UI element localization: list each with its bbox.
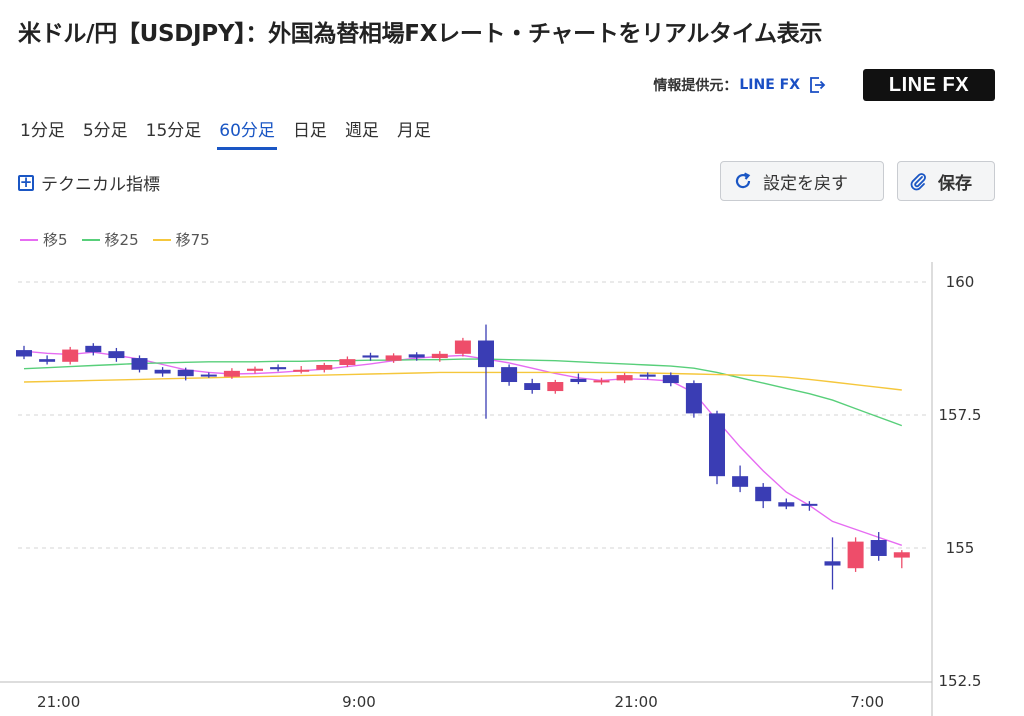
x-tick-label: 21:00 bbox=[615, 693, 658, 711]
candle-body bbox=[478, 340, 494, 368]
candle-body bbox=[247, 368, 263, 371]
save-button[interactable]: 保存 bbox=[897, 161, 995, 201]
candle-body bbox=[154, 369, 171, 374]
provider-label: 情報提供元： bbox=[653, 78, 738, 94]
legend-ma5-label: 移5 bbox=[43, 231, 68, 249]
candle-body bbox=[685, 383, 702, 414]
candle-body bbox=[223, 370, 240, 377]
legend-ma25-swatch bbox=[81, 238, 100, 241]
candle-body bbox=[570, 378, 587, 383]
page-title: 米ドル/円【USDJPY】：外国為替相場FXレート・チャートをリアルタイム表示 bbox=[18, 21, 823, 47]
candle-body bbox=[177, 369, 194, 377]
legend-ma5-swatch bbox=[20, 238, 38, 241]
candle-body bbox=[408, 354, 425, 358]
tab-weekly[interactable]: 週足 bbox=[344, 121, 379, 141]
candle-body bbox=[339, 359, 356, 365]
external-link-icon[interactable] bbox=[808, 76, 826, 94]
candle-body bbox=[778, 502, 795, 507]
candle-body bbox=[293, 369, 310, 372]
candle-body bbox=[709, 413, 725, 477]
y-tick-label: 160 bbox=[946, 273, 975, 291]
candlestick-chart[interactable]: 160 157.5 155 152.5 21:00 9:00 21:00 7:00 bbox=[0, 262, 1024, 716]
legend-ma25: 移25 bbox=[81, 229, 139, 250]
candle-body bbox=[616, 375, 633, 381]
reset-settings-button[interactable]: 設定を戻す bbox=[720, 161, 884, 201]
x-tick-label: 21:00 bbox=[37, 693, 80, 711]
line-fx-logo[interactable]: LINE FX bbox=[863, 69, 995, 101]
legend-ma25-label: 移25 bbox=[104, 231, 139, 249]
candle-body bbox=[385, 355, 402, 361]
candle-body bbox=[893, 552, 910, 558]
candle-body bbox=[131, 358, 148, 370]
candle-body bbox=[316, 364, 333, 370]
candle-body bbox=[501, 367, 518, 383]
paperclip-icon bbox=[910, 173, 926, 191]
y-tick-label: 155 bbox=[946, 539, 975, 557]
legend-ma5: 移5 bbox=[20, 229, 68, 250]
candle-body bbox=[639, 374, 656, 377]
candle-body bbox=[39, 359, 56, 362]
tab-15min[interactable]: 15分足 bbox=[145, 121, 202, 141]
candle-body bbox=[755, 486, 772, 502]
candle-body bbox=[16, 350, 32, 357]
candle-body bbox=[524, 383, 541, 390]
x-tick-label: 9:00 bbox=[342, 693, 376, 711]
candle-body bbox=[801, 503, 818, 506]
technical-indicator-label: テクニカル指標 bbox=[41, 175, 160, 195]
ma25-line bbox=[23, 358, 903, 427]
ma75-line bbox=[23, 371, 902, 391]
candle-body bbox=[732, 476, 749, 487]
legend-ma75-label: 移75 bbox=[175, 231, 210, 249]
refresh-icon bbox=[735, 172, 751, 189]
candle-body bbox=[454, 340, 471, 354]
plus-icon: + bbox=[18, 173, 34, 191]
legend-ma75: 移75 bbox=[152, 229, 210, 250]
candle-body bbox=[85, 345, 102, 353]
candle-body bbox=[362, 355, 379, 358]
candle-body bbox=[824, 561, 841, 566]
provider-link[interactable]: LINE FX bbox=[739, 77, 800, 93]
tab-60min[interactable]: 60分足 bbox=[217, 116, 277, 150]
candle-body bbox=[870, 540, 887, 556]
candle-body bbox=[662, 375, 679, 384]
candle-body bbox=[200, 374, 217, 377]
candle-body bbox=[108, 351, 125, 359]
x-tick-label: 7:00 bbox=[850, 693, 884, 711]
chart-legend: 移5 移25 移75 bbox=[20, 229, 210, 250]
tab-1min[interactable]: 1分足 bbox=[20, 121, 65, 141]
legend-ma75-swatch bbox=[152, 238, 171, 241]
candle-body bbox=[431, 353, 448, 359]
reset-settings-label: 設定を戻す bbox=[763, 173, 848, 194]
y-tick-label: 157.5 bbox=[939, 406, 982, 424]
timeframe-tabs: 1分足 5分足 15分足 60分足 日足 週足 月足 bbox=[18, 116, 433, 150]
candle-body bbox=[847, 541, 864, 569]
technical-indicator-button[interactable]: + テクニカル指標 bbox=[18, 170, 160, 195]
save-label: 保存 bbox=[938, 173, 972, 194]
tab-daily[interactable]: 日足 bbox=[292, 121, 327, 141]
provider-info: 情報提供元： LINE FX bbox=[653, 75, 826, 95]
tab-5min[interactable]: 5分足 bbox=[82, 121, 128, 141]
ma5-line bbox=[23, 350, 903, 546]
candle-body bbox=[547, 382, 564, 392]
y-tick-label: 152.5 bbox=[939, 672, 982, 690]
tab-monthly[interactable]: 月足 bbox=[396, 121, 431, 141]
candle-body bbox=[270, 367, 287, 370]
candle-body bbox=[62, 349, 79, 362]
candle-body bbox=[593, 380, 610, 383]
